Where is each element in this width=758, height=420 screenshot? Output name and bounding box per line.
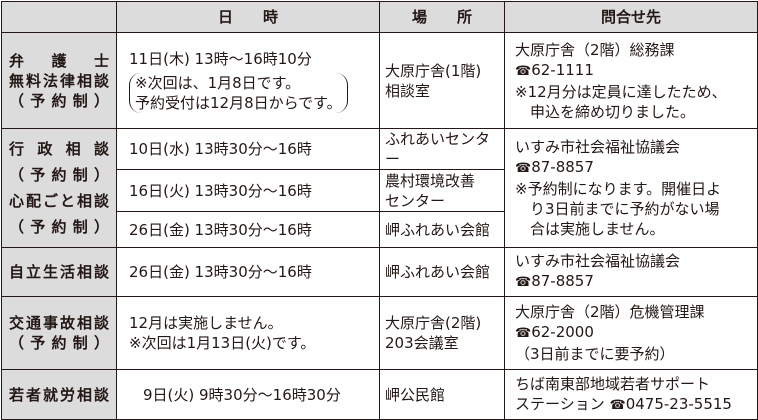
label-line: （予約制）	[9, 91, 109, 110]
header-row: 日 時 場 所 問合せ先	[1, 1, 758, 33]
label-line: （予約制）	[9, 334, 109, 352]
row-label: 行政相談 （予約制） 心配ごと相談 （予約制）	[1, 128, 117, 248]
datetime-cell: 26日(金) 13時30分～16時	[116, 211, 380, 248]
phone-number: 62-1111	[531, 60, 594, 79]
table-row: 26日(金) 13時30分～16時 岬ふれあい会館	[2, 211, 758, 248]
datetime-cell: 16日(火) 13時30分～16時	[116, 169, 380, 212]
place-cell: 農村環境改善 センター	[379, 169, 505, 212]
place-cell: ふれあいセンター	[379, 128, 505, 170]
datetime-cell: 9日(火) 9時30分～16時30分	[116, 369, 380, 420]
place-cell: 岬公民館	[379, 369, 505, 420]
datetime-cell: 10日(水) 13時30分～16時	[116, 128, 380, 170]
contact-line: ちば南東部地域若者サポート	[515, 374, 711, 393]
contact-line: ※12月分は定員に達したため、	[515, 82, 727, 101]
contact-cell: 大原庁舎（2階）危機管理課 ☎62-2000 （3日前までに要予約）	[504, 296, 758, 370]
phone-number: 62-2000	[531, 323, 594, 341]
datetime-cell: 12月は実施しません。 ※次回は1月13日(火)です。	[116, 296, 380, 370]
header-datetime: 日 時	[116, 1, 380, 33]
place-cell: 岬ふれあい会館	[379, 211, 505, 248]
contact-line: 大原庁舎（2階）危機管理課	[515, 303, 705, 321]
place-line: 大原庁舎(1階)	[385, 61, 482, 80]
datetime-cell: 26日(金) 13時30分～16時	[116, 247, 380, 297]
datetime-cell: 11日(木) 13時～16時10分 ※次回は、1月8日です。 予約受付は12月8…	[116, 32, 380, 129]
header-blank	[1, 1, 117, 33]
table-row: 交通事故相談 （予約制） 12月は実施しません。 ※次回は1月13日(火)です。…	[1, 296, 758, 370]
label-line: 交通事故相談	[9, 314, 109, 332]
contact-line: いすみ市社会福祉協議会	[515, 252, 681, 270]
label-line: 心配ごと相談	[9, 192, 109, 210]
header-place: 場 所	[379, 1, 505, 33]
contact-line: ※予約制になります。開催日よ	[515, 180, 722, 198]
label-line: 弁 護 士	[9, 51, 109, 70]
place-cell: 大原庁舎(2階) 203会議室	[379, 296, 505, 370]
contact-line: ステーション	[515, 394, 605, 413]
contact-line: り3日前までに予約がない場	[530, 200, 720, 218]
label-line: 自立生活相談	[9, 263, 109, 281]
table-row: 16日(火) 13時30分～16時 農村環境改善 センター	[2, 169, 758, 212]
contact-cell: いすみ市社会福祉協議会 ☎87-8857 ※予約制になります。開催日よ り3日前…	[504, 128, 758, 248]
contact-line: （3日前までに要予約）	[515, 345, 675, 363]
contact-line: いすみ市社会福祉協議会	[515, 138, 681, 156]
table-row: 弁 護 士 無料法律相談 （予約制） 11日(木) 13時～16時10分 ※次回…	[1, 32, 758, 129]
header-contact: 問合せ先	[504, 1, 758, 33]
place-cell: 大原庁舎(1階) 相談室	[379, 32, 505, 129]
row-label: 若者就労相談	[1, 369, 117, 420]
row-label: 弁 護 士 無料法律相談 （予約制）	[1, 32, 117, 129]
place-line: 相談室	[385, 81, 431, 100]
contact-line: 大原庁舎（2階）総務課	[515, 40, 675, 59]
label-line: 若者就労相談	[9, 385, 109, 404]
place-cell: 岬ふれあい会館	[379, 247, 505, 297]
label-line: （予約制）	[9, 218, 109, 236]
note-line: ※次回は、1月8日です。	[135, 73, 301, 92]
place-line: 農村環境改善	[385, 171, 476, 190]
label-line: 無料法律相談	[9, 71, 109, 90]
row-label: 交通事故相談 （予約制）	[1, 296, 117, 370]
table-row: 若者就労相談 9日(火) 9時30分～16時30分 岬公民館 ちば南東部地域若者…	[1, 369, 758, 420]
phone-number: 87-8857	[531, 158, 594, 176]
contact-line: 申込を締め切りました。	[530, 102, 696, 121]
phone-icon: ☎	[515, 275, 532, 290]
contact-line: 合は実施しません。	[530, 220, 665, 238]
place-line: 203会議室	[385, 334, 459, 352]
datetime-line: 12月は実施しません。	[129, 314, 283, 332]
phone-number: 0475-23-5515	[625, 394, 732, 413]
phone-icon: ☎	[515, 63, 532, 79]
phone-icon: ☎	[609, 397, 626, 413]
table-row: 行政相談 （予約制） 心配ごと相談 （予約制） 10日(水) 13時30分～16…	[1, 128, 758, 248]
contact-cell: ちば南東部地域若者サポート ステーション ☎0475-23-5515	[504, 369, 758, 420]
phone-number: 87-8857	[531, 272, 594, 290]
phone-icon: ☎	[515, 161, 532, 176]
row-label: 自立生活相談	[1, 247, 117, 297]
place-line: 大原庁舎(2階)	[385, 314, 482, 332]
label-line: （予約制）	[9, 166, 109, 184]
datetime-line: ※次回は1月13日(火)です。	[129, 334, 316, 352]
note-line: 予約受付は12月8日からです。	[135, 93, 342, 112]
note-box: ※次回は、1月8日です。 予約受付は12月8日からです。	[129, 72, 348, 113]
contact-cell: いすみ市社会福祉協議会 ☎87-8857	[504, 247, 758, 297]
datetime-text: 11日(木) 13時～16時10分	[129, 49, 312, 68]
phone-icon: ☎	[515, 326, 532, 341]
label-line: 行政相談	[9, 140, 109, 158]
place-line: センター	[385, 191, 446, 210]
table-row: 自立生活相談 26日(金) 13時30分～16時 岬ふれあい会館 いすみ市社会福…	[1, 247, 758, 297]
contact-cell: 大原庁舎（2階）総務課 ☎62-1111 ※12月分は定員に達したため、 申込を…	[504, 32, 758, 129]
